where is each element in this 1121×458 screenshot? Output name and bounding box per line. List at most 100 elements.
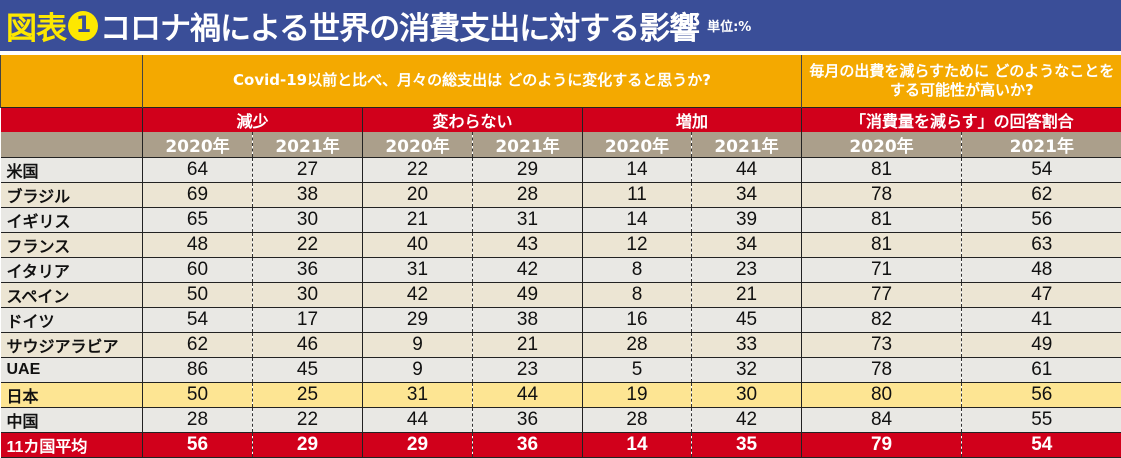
value-cell: 42 [473, 258, 583, 283]
value-cell: 47 [962, 283, 1121, 308]
value-cell: 29 [253, 432, 363, 457]
country-label: スペイン [1, 283, 143, 308]
value-cell: 77 [802, 283, 962, 308]
value-cell: 32 [692, 358, 802, 383]
value-cell: 38 [473, 308, 583, 333]
value-cell: 42 [363, 283, 473, 308]
value-cell: 40 [363, 233, 473, 258]
value-cell: 28 [473, 183, 583, 208]
year-header: 2021年 [692, 132, 802, 158]
value-cell: 34 [692, 233, 802, 258]
value-cell: 82 [802, 308, 962, 333]
value-cell: 31 [363, 258, 473, 283]
value-cell: 46 [253, 333, 363, 358]
value-cell: 14 [583, 208, 692, 233]
value-cell: 14 [583, 432, 692, 457]
value-cell: 49 [473, 283, 583, 308]
year-header: 2020年 [363, 132, 473, 158]
value-cell: 62 [143, 333, 253, 358]
value-cell: 81 [802, 233, 962, 258]
corner-cell [1, 55, 143, 107]
question-1-header: Covid-19以前と比べ、月々の総支出は どのように変化すると思うか? [143, 55, 802, 107]
value-cell: 73 [802, 333, 962, 358]
value-cell: 86 [143, 358, 253, 383]
country-label: サウジアラビア [1, 333, 143, 358]
value-cell: 81 [802, 208, 962, 233]
value-cell: 54 [143, 308, 253, 333]
value-cell: 21 [692, 283, 802, 308]
year-header: 2020年 [802, 132, 962, 158]
country-label: 日本 [1, 382, 143, 407]
country-label: イタリア [1, 258, 143, 283]
title-text: コロナ禍による世界の消費支出に対する影響 [100, 3, 699, 48]
value-cell: 60 [143, 258, 253, 283]
value-cell: 78 [802, 358, 962, 383]
country-label: 米国 [1, 158, 143, 183]
value-cell: 38 [253, 183, 363, 208]
value-cell: 54 [962, 158, 1121, 183]
value-cell: 44 [363, 407, 473, 432]
value-cell: 14 [583, 158, 692, 183]
value-cell: 9 [363, 333, 473, 358]
value-cell: 56 [143, 432, 253, 457]
value-cell: 20 [363, 183, 473, 208]
value-cell: 56 [962, 382, 1121, 407]
corner-cell [1, 132, 143, 158]
value-cell: 42 [692, 407, 802, 432]
value-cell: 29 [473, 158, 583, 183]
value-cell: 61 [962, 358, 1121, 383]
value-cell: 22 [253, 233, 363, 258]
value-cell: 43 [473, 233, 583, 258]
country-label: ブラジル [1, 183, 143, 208]
value-cell: 36 [473, 432, 583, 457]
value-cell: 36 [473, 407, 583, 432]
value-cell: 28 [583, 333, 692, 358]
value-cell: 71 [802, 258, 962, 283]
category-reduce-consumption: 「消費量を減らす」の回答割合 [802, 107, 1121, 132]
year-header: 2020年 [583, 132, 692, 158]
value-cell: 23 [473, 358, 583, 383]
value-cell: 81 [802, 158, 962, 183]
value-cell: 44 [473, 382, 583, 407]
value-cell: 22 [363, 158, 473, 183]
category-increase: 増加 [583, 107, 802, 132]
spending-table: Covid-19以前と比べ、月々の総支出は どのように変化すると思うか? 毎月の… [0, 55, 1121, 458]
value-cell: 9 [363, 358, 473, 383]
value-cell: 27 [253, 158, 363, 183]
value-cell: 30 [692, 382, 802, 407]
value-cell: 62 [962, 183, 1121, 208]
title-number-badge: 1 [68, 11, 98, 41]
category-decrease: 減少 [143, 107, 363, 132]
value-cell: 64 [143, 158, 253, 183]
value-cell: 5 [583, 358, 692, 383]
chart-title: 図表 1 コロナ禍による世界の消費支出に対する影響 単位:% [0, 0, 1121, 51]
question-2-header: 毎月の出費を減らすために どのようなことをする可能性が高いか? [802, 55, 1121, 107]
value-cell: 30 [253, 283, 363, 308]
value-cell: 50 [143, 283, 253, 308]
title-tag: 図表 [6, 3, 66, 48]
value-cell: 8 [583, 258, 692, 283]
category-unchanged: 変わらない [363, 107, 583, 132]
value-cell: 80 [802, 382, 962, 407]
value-cell: 45 [253, 358, 363, 383]
value-cell: 48 [962, 258, 1121, 283]
corner-cell [1, 107, 143, 132]
value-cell: 69 [143, 183, 253, 208]
value-cell: 11 [583, 183, 692, 208]
year-header: 2020年 [143, 132, 253, 158]
value-cell: 29 [363, 308, 473, 333]
value-cell: 65 [143, 208, 253, 233]
value-cell: 84 [802, 407, 962, 432]
year-header: 2021年 [962, 132, 1121, 158]
value-cell: 31 [363, 382, 473, 407]
value-cell: 35 [692, 432, 802, 457]
value-cell: 22 [253, 407, 363, 432]
